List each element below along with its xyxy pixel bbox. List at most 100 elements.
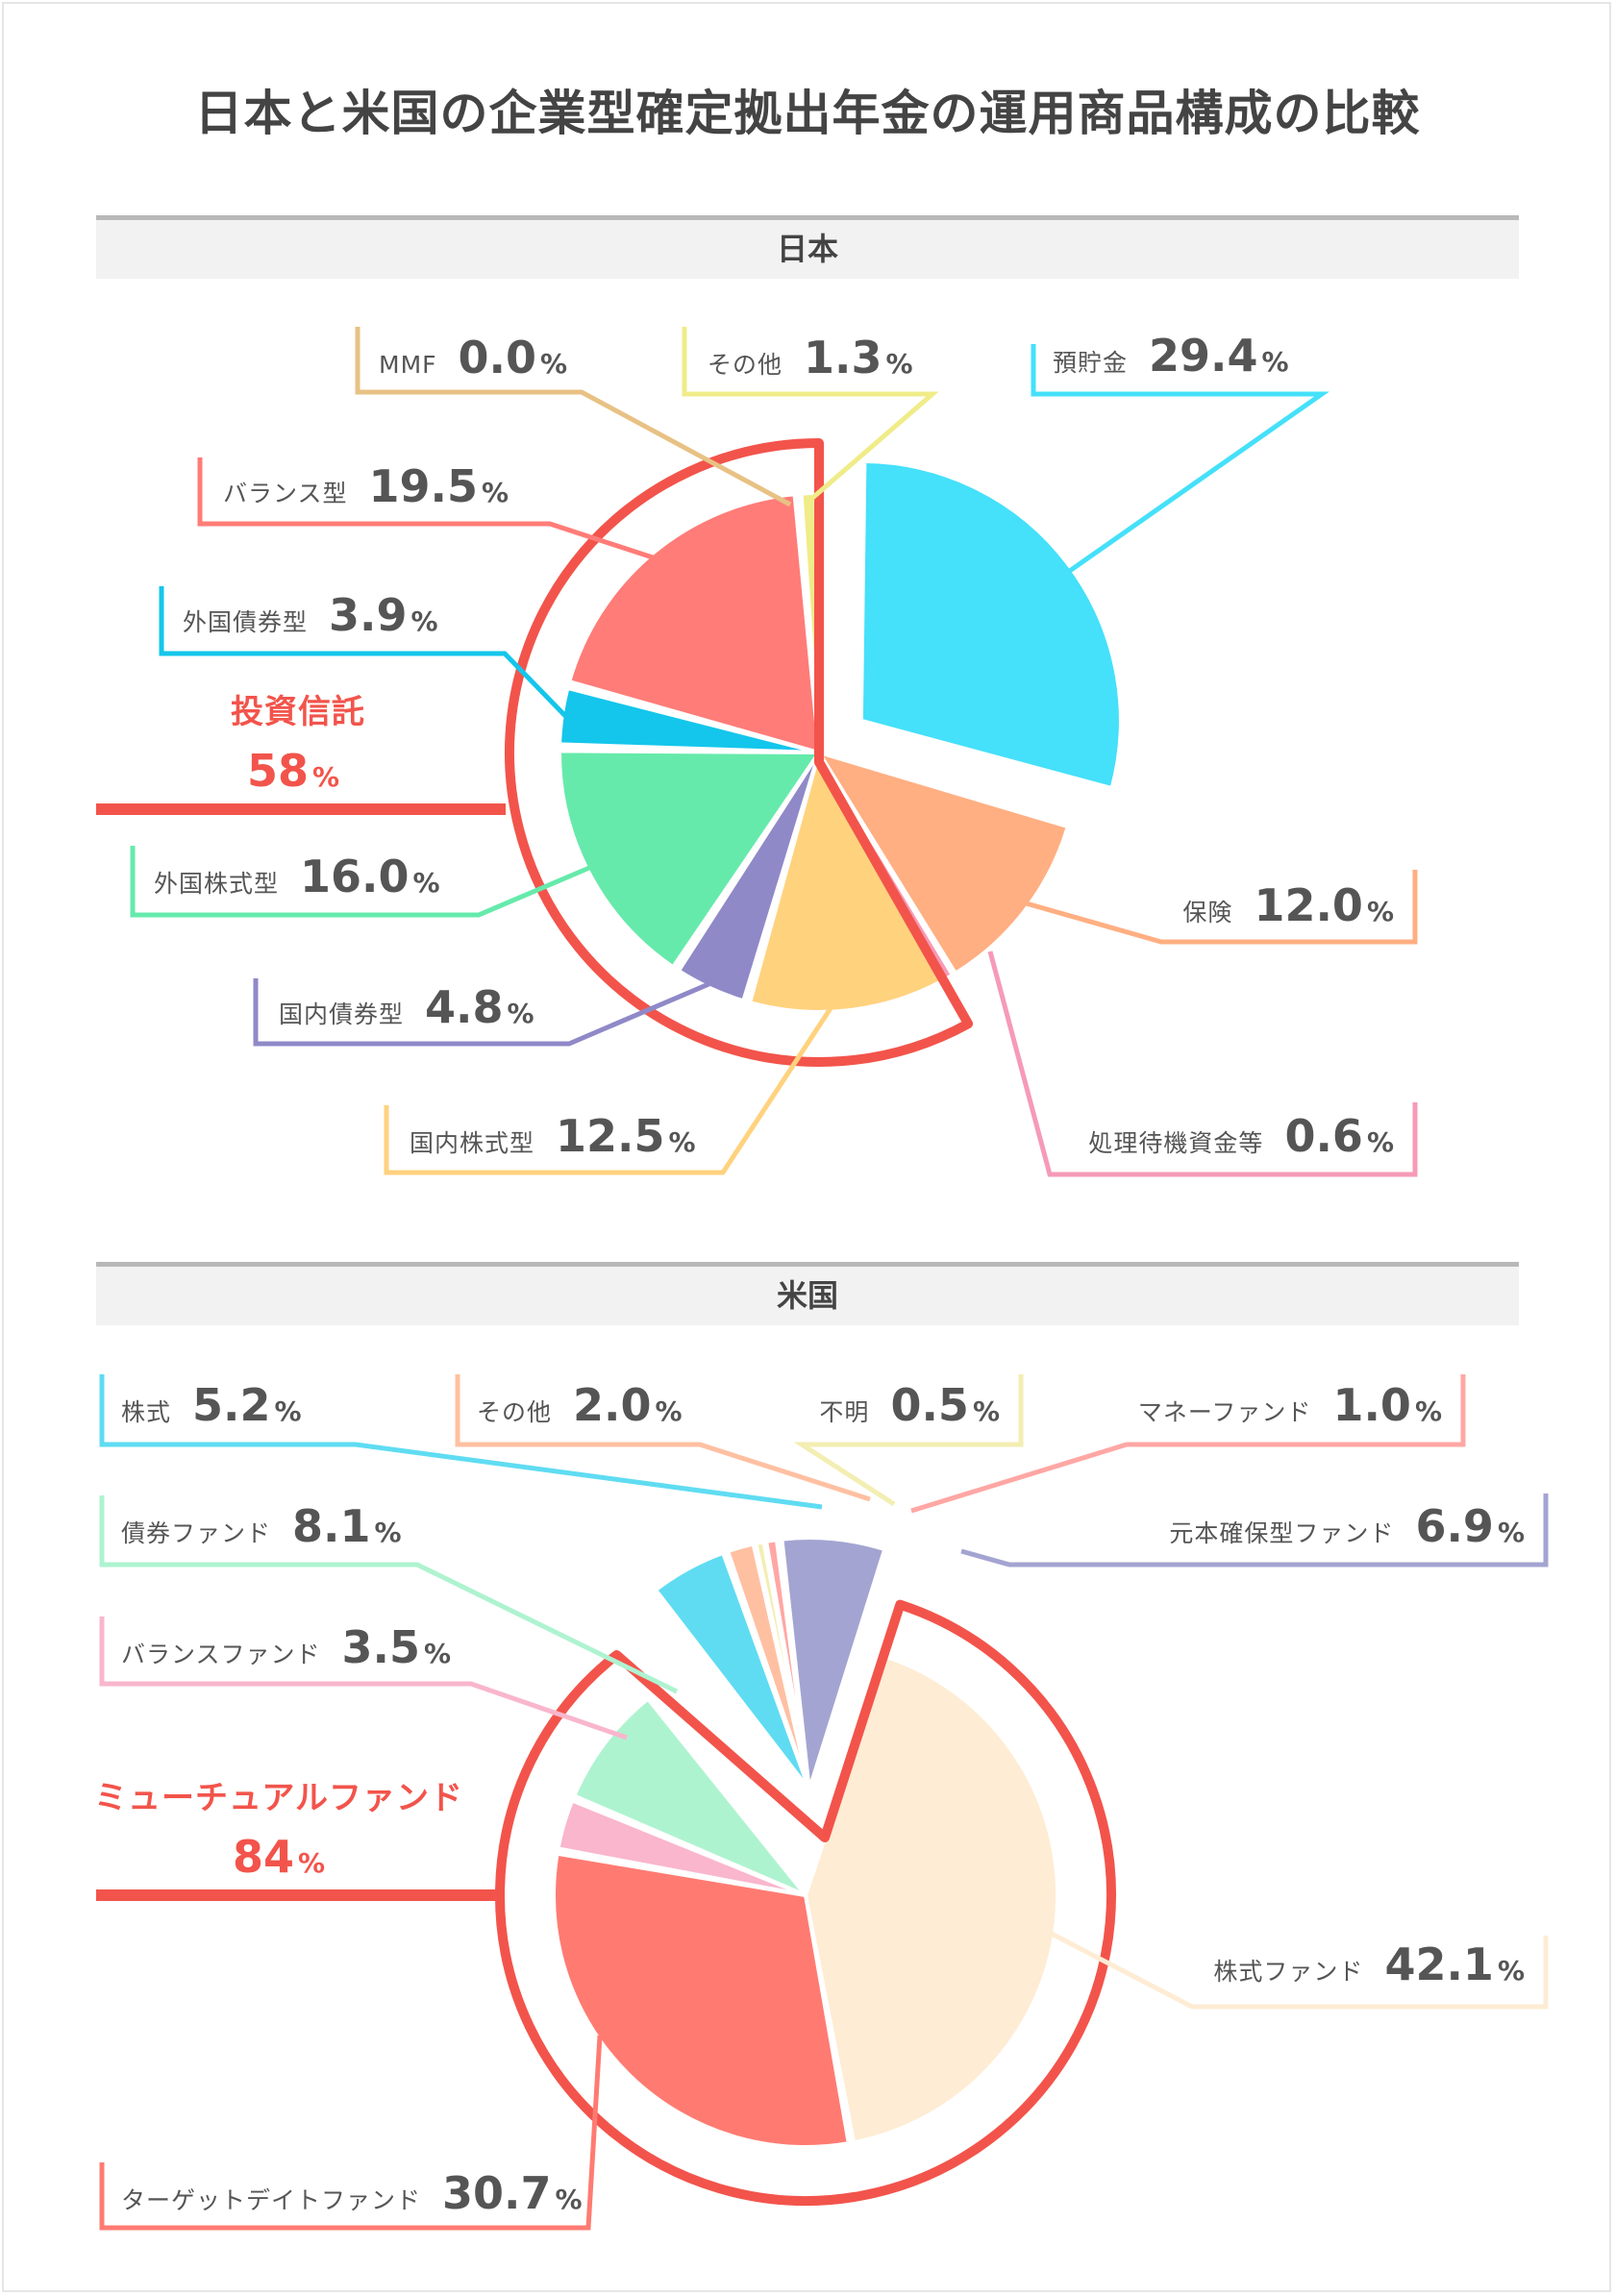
us-0-label: 株式ファンド 42.1%: [1213, 1938, 1525, 1990]
jp-2-label-name: 処理待機資金等: [1088, 1129, 1263, 1157]
jp-0-leader-line: [1031, 344, 1329, 589]
us-1-leader-line: [99, 2035, 603, 2231]
us-0-label-percent: %: [1498, 1955, 1525, 1987]
jp-5-label: 外国株式型 16.0%: [154, 851, 440, 902]
us-slice-4: [653, 1550, 811, 1791]
jp-highlight-name: 投資信託: [231, 693, 365, 731]
us-6-label-value: 0.5: [890, 1379, 969, 1431]
page-title: 日本と米国の企業型確定拠出年金の運用商品構成の比較: [194, 86, 1421, 141]
jp-3-label-percent: %: [669, 1126, 696, 1158]
jp-8-label-value: 0.0: [459, 332, 537, 383]
us-slice-8: [780, 1536, 887, 1790]
jp-slice-5: [557, 749, 823, 970]
us-8-label-name: 元本確保型ファンド: [1169, 1519, 1394, 1547]
us-8-leader-line: [960, 1494, 1549, 1568]
us-2-label-percent: %: [424, 1638, 451, 1669]
jp-8-label: MMF 0.0%: [379, 332, 567, 383]
jp-1-label-value: 12.0: [1254, 879, 1363, 931]
jp-0-label-percent: %: [1262, 346, 1289, 378]
us-4-leader-line: [99, 1374, 823, 1510]
section-header-us: 米国: [96, 1262, 1519, 1325]
us-slice-3: [571, 1695, 808, 1897]
jp-1-label-name: 保険: [1182, 899, 1232, 926]
us-7-leader-line: [910, 1374, 1466, 1514]
us-3-label: 債券ファンド 8.1%: [121, 1500, 402, 1552]
us-4-label: 株式 5.2%: [121, 1379, 302, 1431]
jp-3-label-name: 国内株式型: [410, 1129, 534, 1157]
jp-1-leader-line: [1008, 870, 1418, 945]
us-0-label-name: 株式ファンド: [1213, 1958, 1363, 1986]
us-1-label-name: ターゲットデイトファンド: [121, 2186, 421, 2214]
jp-highlight-outline: [505, 438, 974, 1067]
jp-5-leader-line: [130, 846, 597, 918]
jp-9-label-name: その他: [708, 351, 783, 379]
us-highlight-number: 84: [233, 1831, 294, 1883]
us-5-label-name: その他: [477, 1398, 552, 1426]
us-1-label-percent: %: [556, 2184, 583, 2215]
us-3-label-value: 8.1: [292, 1500, 371, 1552]
jp-highlight-value: 58%: [247, 745, 339, 797]
us-5-leader-line: [455, 1374, 871, 1502]
jp-0-label: 預貯金 29.4%: [1053, 330, 1289, 382]
us-slice-0: [803, 1654, 1060, 2145]
us-slice-1: [552, 1851, 852, 2149]
jp-3-label-value: 12.5: [556, 1110, 665, 1162]
jp-slice-0: [858, 458, 1123, 791]
jp-5-label-name: 外国株式型: [154, 870, 279, 898]
us-4-label-percent: %: [275, 1395, 302, 1427]
us-7-label-name: マネーファンド: [1138, 1398, 1312, 1426]
jp-1-label-percent: %: [1367, 896, 1394, 927]
jp-7-label-percent: %: [482, 477, 509, 508]
jp-0-label-value: 29.4: [1149, 330, 1258, 382]
jp-6-label-value: 3.9: [329, 589, 408, 641]
jp-highlight-number: 58: [247, 745, 309, 797]
us-7-label-value: 1.0: [1332, 1379, 1411, 1431]
jp-5-label-percent: %: [413, 867, 440, 899]
us-5-label: その他 2.0%: [477, 1379, 683, 1431]
jp-6-label: 外国債券型 3.9%: [183, 589, 438, 641]
jp-8-label-name: MMF: [379, 351, 437, 379]
us-3-leader-line: [99, 1495, 679, 1694]
jp-slice-7: [566, 492, 822, 755]
us-slice-2: [556, 1797, 807, 1897]
jp-8-leader-line: [355, 327, 792, 507]
jp-3-leader-line: [384, 998, 839, 1175]
jp-7-label-name: バランス型: [223, 480, 348, 507]
us-6-leader-line: [793, 1374, 1024, 1507]
us-highlight-value: 84%: [233, 1831, 325, 1883]
us-8-label-value: 6.9: [1415, 1500, 1494, 1552]
jp-9-label: その他 1.3%: [708, 332, 913, 383]
us-6-label-percent: %: [973, 1395, 1000, 1427]
us-6-label-name: 不明: [819, 1398, 869, 1426]
jp-9-label-percent: %: [886, 348, 913, 380]
jp-9-leader-line: [682, 327, 939, 502]
jp-7-leader-line: [197, 457, 659, 562]
us-7-label: マネーファンド 1.0%: [1138, 1379, 1442, 1431]
jp-8-label-percent: %: [540, 348, 567, 380]
us-1-label: ターゲットデイトファンド 30.7%: [121, 2167, 583, 2219]
jp-7-label: バランス型 19.5%: [223, 460, 509, 512]
jp-3-label: 国内株式型 12.5%: [410, 1110, 696, 1162]
us-5-label-percent: %: [656, 1395, 683, 1427]
us-0-leader-line: [1046, 1929, 1549, 2010]
jp-6-label-percent: %: [411, 605, 438, 637]
us-3-label-percent: %: [375, 1517, 402, 1548]
jp-4-label-name: 国内債券型: [279, 1000, 404, 1028]
jp-4-label: 国内債券型 4.8%: [279, 981, 534, 1033]
us-slice-7: [763, 1538, 811, 1790]
jp-5-label-value: 16.0: [300, 851, 410, 902]
us-6-label: 不明 0.5%: [819, 1379, 1000, 1431]
us-4-label-name: 株式: [121, 1398, 171, 1426]
us-0-label-value: 42.1: [1384, 1938, 1494, 1990]
us-2-leader-line: [99, 1617, 628, 1741]
jp-slice-3: [747, 747, 944, 1014]
jp-2-label-value: 0.6: [1284, 1110, 1363, 1162]
jp-slice-4: [676, 751, 821, 1003]
jp-2-leader-line: [987, 950, 1418, 1177]
jp-4-label-percent: %: [508, 998, 534, 1029]
us-7-label-percent: %: [1415, 1395, 1442, 1427]
us-2-label: バランスファンド 3.5%: [121, 1621, 451, 1673]
jp-highlight-percent: %: [312, 761, 339, 793]
